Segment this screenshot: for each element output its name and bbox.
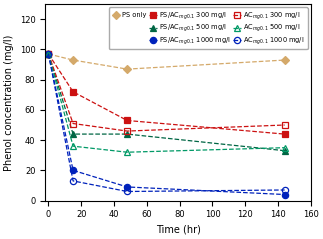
PS/AC$_{mg0.1}$ 300 mg/l (283, 133, 287, 136)
Line: PS only: PS only (45, 51, 288, 72)
AC$_{mg0.1}$ 500 mg/l (71, 145, 75, 148)
PS/AC$_{mg0.1}$ 300 mg/l (47, 53, 50, 55)
AC$_{mg0.1}$ 500 mg/l (47, 53, 50, 55)
PS only (47, 53, 50, 55)
PS/AC$_{mg0.1}$ 300 mg/l (71, 90, 75, 93)
PS/AC$_{mg0.1}$ 1000 mg/l (125, 185, 129, 188)
AC$_{mg0.1}$ 1000 mg/l (71, 179, 75, 182)
Line: AC$_{mg0.1}$ 1000 mg/l: AC$_{mg0.1}$ 1000 mg/l (45, 51, 288, 195)
X-axis label: Time (hr): Time (hr) (156, 225, 201, 235)
PS/AC$_{mg0.1}$ 500 mg/l (125, 133, 129, 136)
PS/AC$_{mg0.1}$ 1000 mg/l (283, 193, 287, 196)
Line: AC$_{mg0.1}$ 500 mg/l: AC$_{mg0.1}$ 500 mg/l (45, 51, 288, 155)
AC$_{mg0.1}$ 1000 mg/l (47, 53, 50, 55)
AC$_{mg0.1}$ 300 mg/l (283, 124, 287, 126)
AC$_{mg0.1}$ 300 mg/l (125, 130, 129, 132)
PS/AC$_{mg0.1}$ 500 mg/l (71, 133, 75, 136)
PS/AC$_{mg0.1}$ 1000 mg/l (71, 169, 75, 172)
Line: PS/AC$_{mg0.1}$ 1000 mg/l: PS/AC$_{mg0.1}$ 1000 mg/l (45, 51, 288, 198)
Legend: PS only, , , PS/AC$_{mg0.1}$ 300 mg/l, PS/AC$_{mg0.1}$ 500 mg/l, PS/AC$_{mg0.1}$: PS only, , , PS/AC$_{mg0.1}$ 300 mg/l, P… (109, 7, 307, 49)
PS only (125, 68, 129, 71)
Line: PS/AC$_{mg0.1}$ 500 mg/l: PS/AC$_{mg0.1}$ 500 mg/l (45, 51, 288, 154)
Y-axis label: Phenol concentration (mg/l): Phenol concentration (mg/l) (4, 34, 14, 171)
PS only (71, 59, 75, 61)
AC$_{mg0.1}$ 500 mg/l (283, 146, 287, 149)
AC$_{mg0.1}$ 300 mg/l (71, 122, 75, 125)
PS only (283, 59, 287, 61)
PS/AC$_{mg0.1}$ 500 mg/l (47, 53, 50, 55)
PS/AC$_{mg0.1}$ 500 mg/l (283, 149, 287, 152)
PS/AC$_{mg0.1}$ 1000 mg/l (47, 53, 50, 55)
AC$_{mg0.1}$ 300 mg/l (47, 53, 50, 55)
AC$_{mg0.1}$ 500 mg/l (125, 151, 129, 154)
Line: PS/AC$_{mg0.1}$ 300 mg/l: PS/AC$_{mg0.1}$ 300 mg/l (45, 51, 288, 137)
AC$_{mg0.1}$ 1000 mg/l (283, 189, 287, 191)
Line: AC$_{mg0.1}$ 300 mg/l: AC$_{mg0.1}$ 300 mg/l (45, 51, 288, 134)
PS/AC$_{mg0.1}$ 300 mg/l (125, 119, 129, 122)
AC$_{mg0.1}$ 1000 mg/l (125, 190, 129, 193)
